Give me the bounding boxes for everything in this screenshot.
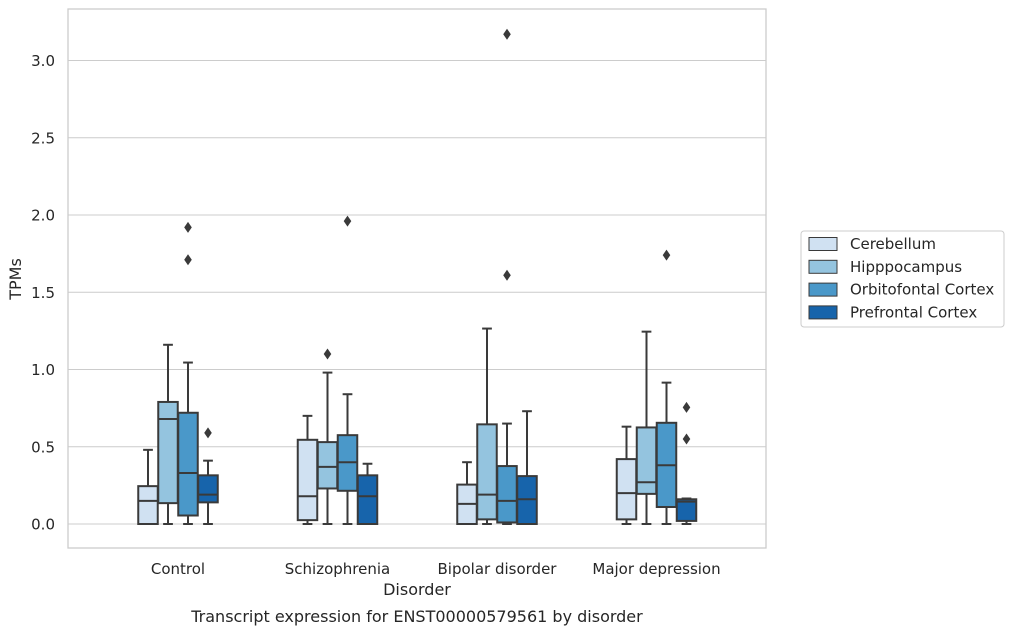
boxes [137,28,698,526]
box [197,474,219,504]
plot-frame [67,8,767,549]
legend-items: Cerebellum Hipppocampus Orbitofontal Corte… [808,235,994,321]
box [157,400,179,505]
y-tick-label: 3.0 [31,52,55,70]
box [177,411,199,517]
outlier-point [682,401,691,413]
outlier-point [184,254,192,266]
box-group [516,410,538,526]
outlier-point [343,215,352,227]
y-tick-label: 1.5 [31,284,55,302]
box-group [197,427,219,525]
outlier-point [323,348,332,360]
x-tick-labels: Control Schizophrenia Bipolar disorder Majo… [151,560,721,578]
box-group [177,221,199,525]
box [137,485,159,525]
y-tick-label: 0.5 [31,438,55,456]
legend-swatch [808,259,838,274]
legend-label: Orbitofontal Cortex [850,281,994,299]
legend-frame [800,230,1005,328]
legend-swatch [808,237,838,251]
legend: Cerebellum Hipppocampus Orbitofontal Corte… [800,230,1005,328]
legend-swatch [808,282,838,297]
box-group [356,462,379,525]
box-group [476,327,498,525]
box [635,426,658,495]
box [496,465,518,524]
box [296,438,319,522]
legend-swatch [808,305,838,320]
x-tick-label: Major depression [592,560,720,578]
outlier-point [662,249,671,261]
box [615,458,638,521]
box-group [336,215,359,525]
box-group [675,401,698,525]
legend-label: Cerebellum [850,235,936,253]
outlier-point [682,433,691,445]
box-group [137,448,159,525]
legend-label: Prefrontal Cortex [850,303,977,321]
box [476,423,498,521]
y-tick-label: 1.0 [31,361,55,379]
box [356,474,379,525]
x-tick-label: Control [151,560,205,578]
box-group [157,343,179,525]
chart-caption: Transcript expression for ENST0000057956… [190,607,643,626]
box-group [296,414,319,525]
box-group [635,330,658,525]
x-tick-label: Schizophrenia [285,560,390,578]
box [675,498,698,522]
y-tick-labels: 0.0 0.5 1.0 1.5 2.0 2.5 3.0 [31,52,55,534]
legend-label: Hipppocampus [850,258,962,276]
y-tick-label: 2.5 [31,129,55,147]
outlier-point [204,427,212,439]
box-group [456,461,478,526]
y-tick-label: 0.0 [31,516,55,534]
box [316,441,339,490]
y-tick-label: 2.0 [31,207,55,225]
outlier-point [503,28,511,40]
outlier-point [503,269,511,281]
x-axis-label: Disorder [383,580,451,599]
outlier-point [184,221,192,233]
box-group [655,249,678,525]
x-tick-label: Bipolar disorder [438,560,558,578]
y-axis-label: TPMs [6,258,25,301]
